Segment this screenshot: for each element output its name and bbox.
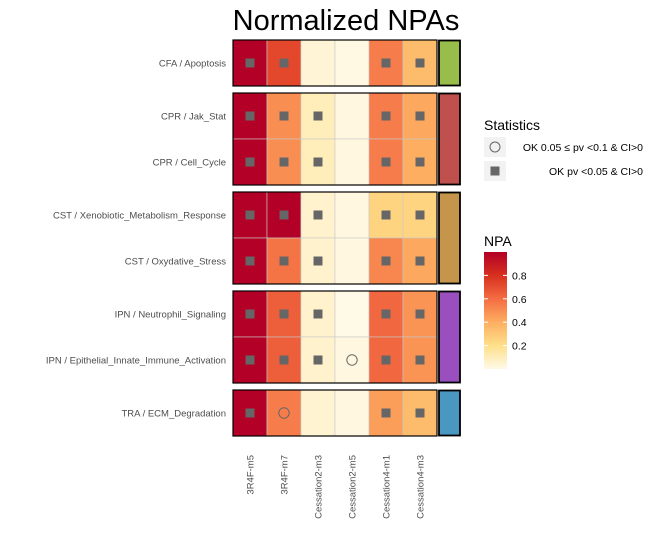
significance-square-marker: [313, 309, 323, 319]
column-label: Cessation2-m3: [314, 455, 325, 519]
column-label: 3R4F-m5: [246, 455, 257, 495]
heat-cell: [266, 389, 302, 437]
row-label: IPN / Neutrophil_Signaling: [115, 310, 226, 321]
group-border: [232, 389, 438, 437]
significance-square-marker: [381, 58, 391, 68]
significance-square-marker: [313, 256, 323, 266]
colorbar-tick-label: 0.4: [512, 317, 527, 329]
column-labels: 3R4F-m5 3R4F-m7 Cessation2-m3 Cessation2-m5…: [246, 455, 427, 519]
row-labels: CFA / Apoptosis CPR / Jak_Stat CPR / Cell_…: [46, 59, 226, 420]
heat-cell: [368, 336, 404, 384]
significance-square-marker: [245, 157, 255, 167]
group-color-bar: [438, 39, 461, 87]
heat-cell: [334, 138, 370, 186]
significance-square-marker: [415, 256, 425, 266]
npa-legend: NPA 0.8 0.6 0.4 0.2: [484, 233, 527, 369]
significance-circle-marker: [346, 354, 358, 366]
significance-square-marker: [245, 210, 255, 220]
legend-label: OK 0.05 ≤ pv <0.1 & CI>0: [523, 142, 643, 154]
significance-square-marker: [313, 210, 323, 220]
row-label: CFA / Apoptosis: [159, 59, 226, 70]
column-label: Cessation2-m5: [348, 455, 359, 519]
row-label: IPN / Epithelial_Innate_Immune_Activatio…: [46, 356, 226, 367]
significance-square-marker: [313, 355, 323, 365]
colorbar-tick-label: 0.6: [512, 294, 527, 306]
significance-square-marker: [381, 256, 391, 266]
heat-cell: [334, 39, 370, 87]
statistics-legend-title: Statistics: [484, 117, 540, 133]
row-label: CPR / Cell_Cycle: [153, 158, 226, 169]
significance-square-marker: [381, 355, 391, 365]
heat-cell: [300, 39, 336, 87]
row-label: CPR / Jak_Stat: [161, 112, 226, 123]
heat-cell: [334, 92, 370, 140]
significance-square-marker: [415, 408, 425, 418]
group-border: [232, 290, 438, 384]
significance-square-marker: [279, 58, 289, 68]
significance-square-marker: [415, 210, 425, 220]
significance-circle-marker: [278, 407, 290, 419]
significance-square-marker: [245, 309, 255, 319]
significance-square-marker: [381, 111, 391, 121]
significance-square-marker: [415, 355, 425, 365]
significance-square-marker: [415, 111, 425, 121]
significance-square-marker: [381, 309, 391, 319]
group-color-bar: [438, 92, 461, 186]
significance-square-marker: [279, 256, 289, 266]
significance-square-marker: [381, 408, 391, 418]
significance-square-marker: [245, 256, 255, 266]
group-border: [232, 39, 438, 87]
row-label: CST / Xenobiotic_Metabolism_Response: [53, 211, 226, 222]
significance-square-marker: [245, 111, 255, 121]
colorbar-tick-label: 0.2: [512, 341, 527, 353]
heat-cell: [334, 389, 370, 437]
heat-cell: [300, 389, 336, 437]
significance-square-marker: [245, 355, 255, 365]
significance-square-marker: [313, 157, 323, 167]
significance-square-marker: [381, 157, 391, 167]
npa-colorbar: [484, 252, 507, 369]
row-label: CST / Oxydative_Stress: [125, 257, 226, 268]
row-label: TRA / ECM_Degradation: [121, 409, 226, 420]
legend-circle-symbol: [489, 141, 501, 153]
significance-square-marker: [381, 210, 391, 220]
significance-square-marker: [313, 111, 323, 121]
column-label: Cessation4-m3: [416, 455, 427, 519]
heat-cell: [334, 290, 370, 338]
legend-square-symbol: [490, 166, 500, 176]
significance-square-marker: [245, 408, 255, 418]
significance-square-marker: [245, 58, 255, 68]
legend-label: OK pv <0.05 & CI>0: [549, 166, 643, 178]
colorbar-tick-label: 0.8: [512, 270, 527, 282]
npa-legend-title: NPA: [484, 233, 512, 249]
significance-square-marker: [279, 111, 289, 121]
group-border: [232, 191, 438, 285]
significance-square-marker: [415, 58, 425, 68]
significance-square-marker: [415, 157, 425, 167]
chart-title: Normalized NPAs: [233, 5, 460, 37]
statistics-legend: Statistics OK 0.05 ≤ pv <0.1 & CI>0 OK pv…: [484, 117, 643, 181]
group-border: [232, 92, 438, 186]
significance-square-marker: [279, 355, 289, 365]
group-color-bar: [438, 290, 461, 384]
significance-square-marker: [279, 309, 289, 319]
heat-cell: [334, 237, 370, 285]
significance-square-marker: [415, 309, 425, 319]
legend-key: [484, 137, 506, 157]
significance-square-marker: [279, 210, 289, 220]
column-label: Cessation4-m1: [382, 455, 393, 519]
significance-square-marker: [279, 157, 289, 167]
heatmap-area: [232, 39, 461, 437]
group-color-bar: [438, 191, 461, 285]
heat-cell: [334, 191, 370, 239]
heat-cell: [334, 336, 370, 384]
group-color-bar: [438, 389, 461, 437]
column-label: 3R4F-m7: [280, 455, 291, 495]
